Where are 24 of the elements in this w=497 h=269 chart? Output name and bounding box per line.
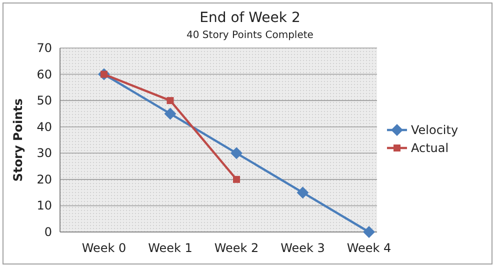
- y-tick-label: 50: [36, 94, 52, 108]
- chart-subtitle: 40 Story Points Complete: [186, 30, 314, 41]
- y-tick-label: 30: [36, 146, 52, 160]
- x-tick-label: Week 1: [148, 241, 192, 255]
- point: [363, 226, 375, 238]
- chart-title: End of Week 2: [200, 10, 300, 26]
- point: [230, 147, 242, 160]
- x-tick-label: Week 4: [346, 241, 392, 255]
- x-tick-label: Week 2: [214, 241, 259, 255]
- point: [164, 108, 176, 120]
- y-tick-label: 60: [36, 67, 52, 82]
- x-tick-label: Week 3: [280, 241, 325, 255]
- legend-label: Actual: [411, 141, 449, 155]
- legend-label: Velocity: [411, 123, 458, 137]
- point: [296, 186, 309, 199]
- y-tick-label: 0: [44, 225, 52, 239]
- y-tick-label: 70: [36, 41, 52, 55]
- point: [233, 176, 240, 183]
- x-tick-label: Week 0: [82, 241, 126, 255]
- y-tick-label: 40: [36, 120, 52, 134]
- point: [166, 97, 174, 104]
- y-tick-label: 10: [36, 198, 52, 213]
- y-axis-title: Story Points: [11, 98, 25, 182]
- y-tick-label: 20: [36, 172, 52, 186]
